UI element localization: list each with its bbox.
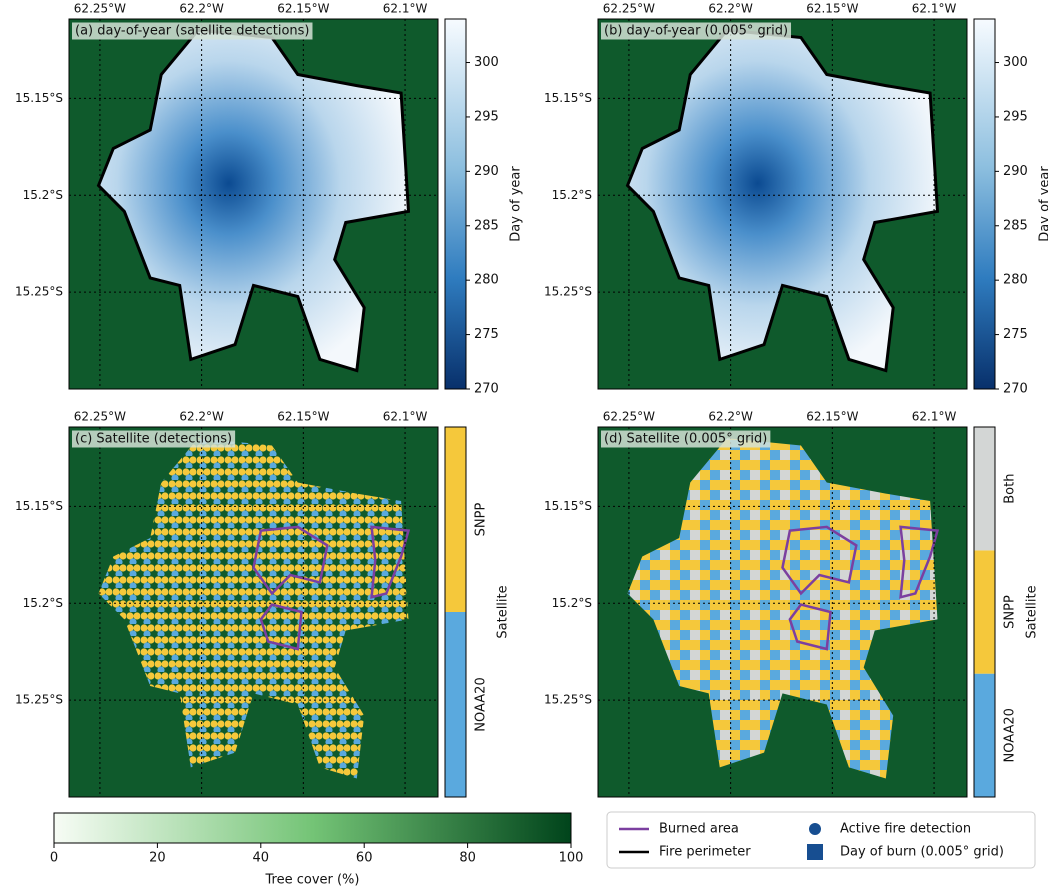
colorbar-segment bbox=[445, 427, 466, 612]
lat-tick-label: 15.25°S bbox=[15, 285, 63, 299]
colorbar bbox=[54, 813, 571, 843]
colorbar-category-label: SNPP bbox=[474, 503, 489, 537]
lat-tick-label: 15.2°S bbox=[552, 188, 592, 202]
lon-tick-label: 62.1°W bbox=[383, 2, 428, 16]
legend-label: Burned area bbox=[659, 822, 739, 837]
colorbar-tick-label: 275 bbox=[474, 327, 499, 342]
lon-tick-label: 62.2°W bbox=[708, 2, 753, 16]
colorbar bbox=[445, 19, 466, 389]
lon-tick-label: 62.25°W bbox=[74, 410, 126, 424]
colorbar-tick-label: 295 bbox=[1003, 109, 1028, 124]
colorbar-label: Day of year bbox=[1038, 166, 1048, 242]
colorbar-tick-label: 0 bbox=[50, 851, 58, 866]
colorbar-tick-label: 40 bbox=[253, 851, 270, 866]
panel-title: (a) day-of-year (satellite detections) bbox=[75, 24, 309, 39]
colorbar-tick-label: 20 bbox=[149, 851, 166, 866]
colorbar-tick-label: 300 bbox=[1003, 55, 1028, 70]
colorbar-tick-label: 285 bbox=[474, 218, 499, 233]
lat-tick-label: 15.2°S bbox=[23, 596, 63, 610]
colorbar-segment bbox=[445, 612, 466, 797]
colorbar bbox=[974, 19, 995, 389]
lon-tick-label: 62.25°W bbox=[603, 2, 655, 16]
lon-tick-label: 62.2°W bbox=[708, 410, 753, 424]
legend-label: Day of burn (0.005° grid) bbox=[840, 845, 1004, 860]
colorbar-label: Satellite bbox=[1025, 585, 1040, 638]
lon-tick-label: 62.15°W bbox=[806, 410, 858, 424]
lon-tick-label: 62.2°W bbox=[179, 2, 224, 16]
colorbar-tick-label: 285 bbox=[1003, 218, 1028, 233]
colorbar-category-label: SNPP bbox=[1003, 595, 1018, 629]
colorbar-tick-label: 270 bbox=[1003, 382, 1028, 397]
lon-tick-label: 62.2°W bbox=[179, 410, 224, 424]
colorbar-tick-label: 295 bbox=[474, 109, 499, 124]
legend-symbol bbox=[809, 823, 821, 835]
colorbar-tick-label: 290 bbox=[1003, 164, 1028, 179]
lon-tick-label: 62.15°W bbox=[277, 410, 329, 424]
panel-title: (c) Satellite (detections) bbox=[75, 432, 232, 447]
lat-tick-label: 15.2°S bbox=[552, 596, 592, 610]
lon-tick-label: 62.1°W bbox=[912, 2, 957, 16]
colorbar-label: Day of year bbox=[509, 166, 524, 242]
colorbar-category-label: Both bbox=[1003, 474, 1018, 504]
colorbar-segment bbox=[974, 674, 995, 797]
lon-tick-label: 62.15°W bbox=[277, 2, 329, 16]
colorbar-segment bbox=[974, 550, 995, 673]
colorbar-tick-label: 275 bbox=[1003, 327, 1028, 342]
colorbar-category-label: NOAA20 bbox=[1003, 708, 1018, 762]
colorbar-tick-label: 290 bbox=[474, 164, 499, 179]
lon-tick-label: 62.25°W bbox=[603, 410, 655, 424]
figure: 62.25°W 62.2°W 62.15°W 62.1°W 15.15°S 15.2°S 1… bbox=[0, 0, 1048, 889]
colorbar-tick-label: 270 bbox=[474, 382, 499, 397]
lat-tick-label: 15.25°S bbox=[544, 693, 592, 707]
colorbar-tick-label: 300 bbox=[474, 55, 499, 70]
lat-tick-label: 15.2°S bbox=[23, 188, 63, 202]
lon-tick-label: 62.1°W bbox=[383, 410, 428, 424]
colorbar-tick-label: 280 bbox=[474, 273, 499, 288]
lat-tick-label: 15.15°S bbox=[544, 91, 592, 105]
legend-label: Active fire detection bbox=[840, 822, 971, 837]
lat-tick-label: 15.25°S bbox=[15, 693, 63, 707]
legend-label: Fire perimeter bbox=[659, 845, 751, 860]
colorbar-label: Satellite bbox=[496, 585, 511, 638]
colorbar-tick-label: 280 bbox=[1003, 273, 1028, 288]
lon-tick-label: 62.15°W bbox=[806, 2, 858, 16]
colorbar-tick-label: 80 bbox=[459, 851, 476, 866]
panel-title: (b) day-of-year (0.005° grid) bbox=[604, 24, 788, 39]
colorbar-segment bbox=[974, 427, 995, 550]
panel-title: (d) Satellite (0.005° grid) bbox=[604, 432, 767, 447]
lat-tick-label: 15.15°S bbox=[544, 499, 592, 513]
lon-tick-label: 62.1°W bbox=[912, 410, 957, 424]
colorbar-tick-label: 60 bbox=[356, 851, 373, 866]
colorbar-label: Tree cover (%) bbox=[265, 873, 360, 888]
lat-tick-label: 15.15°S bbox=[15, 499, 63, 513]
lat-tick-label: 15.15°S bbox=[15, 91, 63, 105]
legend-symbol bbox=[807, 844, 823, 860]
colorbar-category-label: NOAA20 bbox=[474, 677, 489, 731]
lon-tick-label: 62.25°W bbox=[74, 2, 126, 16]
lat-tick-label: 15.25°S bbox=[544, 285, 592, 299]
colorbar-tick-label: 100 bbox=[559, 851, 584, 866]
